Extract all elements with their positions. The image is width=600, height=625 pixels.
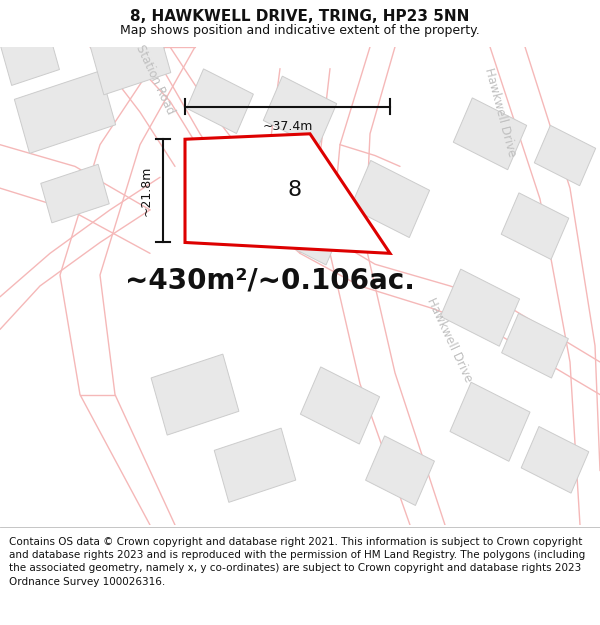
Text: Map shows position and indicative extent of the property.: Map shows position and indicative extent… <box>120 24 480 36</box>
Polygon shape <box>214 428 296 503</box>
Polygon shape <box>450 382 530 461</box>
Polygon shape <box>440 269 520 346</box>
Polygon shape <box>301 367 380 444</box>
Polygon shape <box>14 71 116 153</box>
Polygon shape <box>263 76 337 148</box>
Text: 8: 8 <box>288 180 302 200</box>
Polygon shape <box>454 98 527 170</box>
Polygon shape <box>521 426 589 493</box>
Text: Station Road: Station Road <box>133 42 177 116</box>
Text: ~37.4m: ~37.4m <box>262 119 313 132</box>
Polygon shape <box>41 164 109 223</box>
Polygon shape <box>365 436 434 506</box>
Text: Contains OS data © Crown copyright and database right 2021. This information is : Contains OS data © Crown copyright and d… <box>9 537 585 587</box>
Text: ~430m²/~0.106ac.: ~430m²/~0.106ac. <box>125 266 415 294</box>
Polygon shape <box>535 126 596 186</box>
Polygon shape <box>89 21 171 95</box>
Text: ~21.8m: ~21.8m <box>140 166 153 216</box>
Polygon shape <box>502 313 568 378</box>
Polygon shape <box>151 354 239 435</box>
Polygon shape <box>501 193 569 259</box>
Text: Hawkwell Drive: Hawkwell Drive <box>425 296 475 384</box>
Polygon shape <box>276 198 344 265</box>
Text: 8, HAWKWELL DRIVE, TRING, HP23 5NN: 8, HAWKWELL DRIVE, TRING, HP23 5NN <box>130 9 470 24</box>
Polygon shape <box>187 69 253 134</box>
Polygon shape <box>350 161 430 238</box>
Text: Hawkwell Drive: Hawkwell Drive <box>482 66 518 158</box>
Polygon shape <box>1 30 59 86</box>
Polygon shape <box>185 134 390 253</box>
